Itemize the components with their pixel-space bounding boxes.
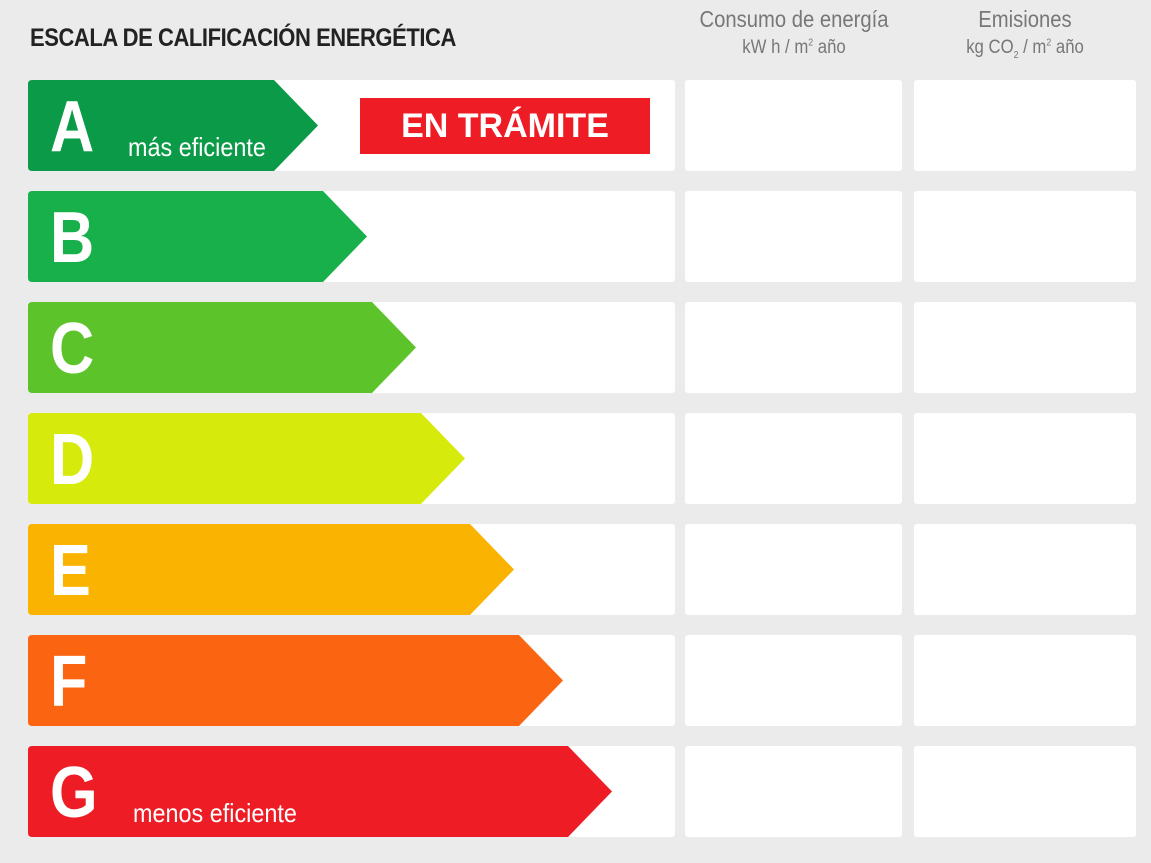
- rating-row-f: F: [0, 635, 1151, 726]
- rating-arrow: B: [28, 191, 367, 282]
- en-tramite-banner: EN TRÁMITE: [360, 98, 650, 154]
- rating-row-g: G menos eficiente: [0, 746, 1151, 837]
- emissions-value-cell: [914, 191, 1136, 282]
- emissions-value-cell: [914, 635, 1136, 726]
- arrow-shape: [28, 191, 367, 282]
- rating-note: más eficiente: [128, 132, 266, 162]
- rating-letter: A: [50, 87, 95, 167]
- arrow-shape: [28, 413, 465, 504]
- rating-arrow: D: [28, 413, 465, 504]
- rating-letter: B: [50, 198, 95, 278]
- arrow-shape: [28, 524, 514, 615]
- arrow-shape: [28, 746, 612, 837]
- rating-row-c: C: [0, 302, 1151, 393]
- emissions-value-cell: [914, 524, 1136, 615]
- emissions-value-cell: [914, 80, 1136, 171]
- rating-row-a: A más eficiente: [0, 80, 1151, 171]
- rating-letter: E: [50, 531, 91, 611]
- rating-arrow: G menos eficiente: [28, 746, 612, 837]
- rating-letter: D: [50, 420, 95, 500]
- emissions-value-cell: [914, 302, 1136, 393]
- energy-column-title: Consumo de energía: [699, 6, 889, 32]
- energy-value-cell: [685, 191, 902, 282]
- rating-row-b: B: [0, 191, 1151, 282]
- energy-value-cell: [685, 80, 902, 171]
- energy-value-cell: [685, 413, 902, 504]
- energy-value-cell: [685, 302, 902, 393]
- emissions-column-header: Emisiones kg CO2 / m2 año: [914, 6, 1136, 61]
- rating-note: menos eficiente: [133, 798, 297, 828]
- page-title: ESCALA DE CALIFICACIÓN ENERGÉTICA: [30, 24, 456, 52]
- emissions-column-unit: kg CO2 / m2 año: [966, 37, 1084, 61]
- rating-arrow: F: [28, 635, 563, 726]
- rating-letter: F: [50, 642, 88, 722]
- emissions-value-cell: [914, 413, 1136, 504]
- arrow-shape: [28, 80, 318, 171]
- emissions-column-title: Emisiones: [978, 6, 1072, 32]
- rating-row-d: D: [0, 413, 1151, 504]
- energy-column-header: Consumo de energía kW h / m2 año: [685, 6, 903, 59]
- rating-arrow: C: [28, 302, 416, 393]
- energy-value-cell: [685, 746, 902, 837]
- rating-arrow: E: [28, 524, 514, 615]
- arrow-shape: [28, 635, 563, 726]
- arrow-shape: [28, 302, 416, 393]
- emissions-value-cell: [914, 746, 1136, 837]
- rating-arrow: A más eficiente: [28, 80, 318, 171]
- energy-value-cell: [685, 524, 902, 615]
- rating-letter: G: [50, 753, 98, 833]
- rating-letter: C: [50, 309, 95, 389]
- energy-value-cell: [685, 635, 902, 726]
- rating-row-e: E: [0, 524, 1151, 615]
- energy-column-unit: kW h / m2 año: [742, 37, 846, 58]
